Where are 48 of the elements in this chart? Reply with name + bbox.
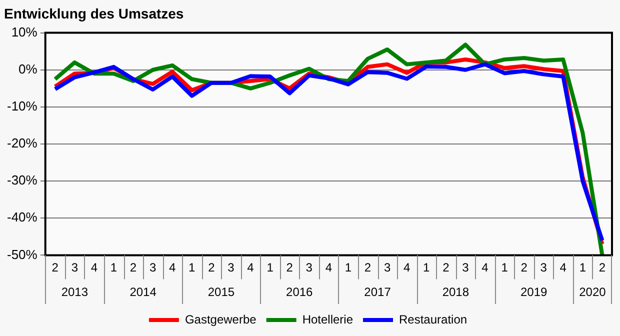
- x-tick-label: 1: [423, 260, 430, 275]
- x-tick-label: 3: [384, 260, 391, 275]
- x-tick-label: 1: [344, 260, 352, 275]
- text: 2015: [208, 285, 235, 300]
- text: 2013: [61, 285, 88, 300]
- x-tick-label: 3: [149, 260, 156, 275]
- y-tick-label: -50%: [6, 246, 38, 262]
- x-tick-label: 2: [52, 260, 59, 275]
- x-tick-label: 1: [579, 260, 586, 275]
- y-tick-label: 10%: [11, 24, 38, 40]
- x-tick-label: 2: [286, 260, 294, 275]
- x-tick-label: 2: [130, 260, 137, 275]
- x-tick-label: 3: [71, 260, 78, 275]
- text: 2018: [442, 285, 470, 300]
- text: 2016: [286, 285, 314, 300]
- legend-label: Gastgewerbe: [184, 312, 257, 326]
- x-tick-label: 2: [364, 260, 372, 275]
- y-tick-label: -20%: [6, 136, 38, 151]
- chart-title: Entwicklung des Umsatzes: [4, 5, 184, 22]
- x-tick-label: 4: [90, 260, 98, 275]
- y-tick-label: -10%: [6, 98, 38, 114]
- x-tick-label: 1: [188, 260, 196, 275]
- legend-label: Hotellerie: [302, 312, 354, 326]
- x-tick-label: 1: [110, 260, 118, 275]
- x-tick-label: 4: [403, 260, 410, 275]
- x-tick-label: 3: [306, 260, 313, 275]
- x-tick-label: 4: [482, 260, 489, 275]
- x-tick-label: 3: [462, 260, 470, 275]
- x-tick-label: 4: [169, 260, 176, 275]
- x-tick-label: 3: [540, 260, 548, 275]
- text: 2017: [364, 285, 392, 300]
- x-tick-label: 1: [266, 260, 274, 275]
- y-tick-label: -40%: [6, 210, 38, 225]
- legend-label: Restauration: [399, 312, 468, 326]
- x-tick-label: 2: [520, 260, 528, 275]
- x-tick-label: 1: [501, 260, 508, 275]
- x-tick-label: 3: [228, 260, 235, 275]
- x-tick-label: 2: [598, 260, 606, 275]
- x-tick-label: 2: [208, 260, 216, 275]
- text: 2014: [130, 285, 157, 300]
- text: 2019: [520, 285, 548, 300]
- text: 2020: [579, 285, 606, 300]
- x-tick-label: 4: [325, 260, 332, 275]
- y-tick-label: 0%: [18, 61, 38, 76]
- x-tick-label: 2: [442, 260, 450, 275]
- y-tick-label: -30%: [6, 172, 38, 188]
- x-tick-label: 4: [560, 260, 567, 275]
- x-tick-label: 4: [247, 260, 254, 275]
